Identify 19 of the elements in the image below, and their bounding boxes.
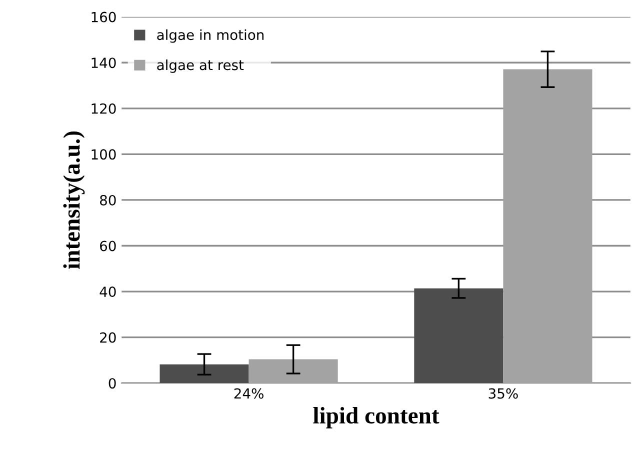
bar (503, 69, 592, 384)
y-tick-label: 0 (108, 378, 116, 389)
x-axis-title: lipid content (313, 406, 440, 428)
bar (414, 288, 504, 384)
x-tick-label: 35% (488, 388, 518, 399)
y-tick-label: 120 (92, 103, 116, 114)
bar (248, 359, 338, 384)
y-tick-label: 20 (100, 332, 116, 343)
y-tick-label: 160 (92, 12, 116, 22)
y-tick-label: 60 (100, 240, 116, 252)
y-tick-label: 80 (100, 194, 116, 206)
bar (160, 364, 249, 384)
y-tick-label: 140 (92, 58, 116, 68)
y-tick-label: 100 (92, 149, 116, 160)
y-axis-title: intensity(a.u.) (63, 131, 85, 269)
legend-label: algae at rest (157, 59, 244, 73)
x-tick-label: 24% (234, 388, 264, 399)
y-tick-label: 40 (100, 286, 116, 298)
legend-label: algae in motion (157, 29, 264, 43)
